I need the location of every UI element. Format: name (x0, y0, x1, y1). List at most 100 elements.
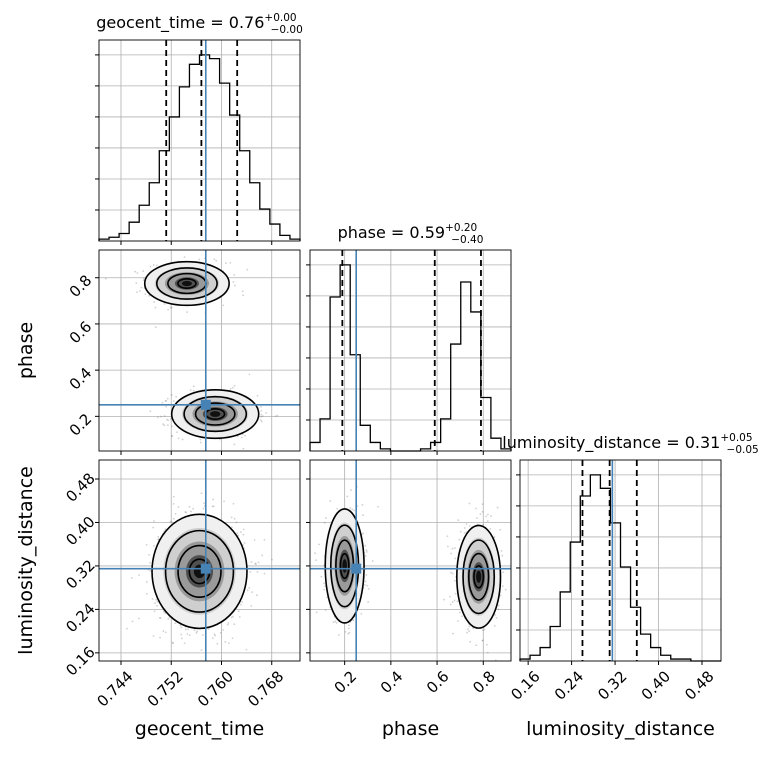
sample-point (233, 273, 236, 276)
y-axis-label-luminosity_distance: luminosity_distance (15, 466, 37, 655)
sample-point (344, 631, 347, 633)
sample-point (212, 637, 214, 640)
sample-point (148, 553, 151, 556)
sample-point (167, 618, 170, 620)
sample-point (323, 588, 326, 591)
contour-line (177, 544, 222, 598)
sample-point (199, 441, 202, 444)
sample-point (348, 631, 351, 634)
sample-point (198, 258, 201, 261)
contour-line (155, 267, 218, 300)
y-tick-label: 0.40 (62, 513, 98, 549)
sample-point (192, 389, 195, 392)
sample-point (159, 415, 162, 418)
sample-point (255, 563, 257, 565)
title-minus: −0.05 (727, 444, 759, 456)
sample-point (172, 400, 175, 402)
x-axis-label-phase: phase (382, 718, 439, 740)
panel-title-geocent_time: geocent_time = 0.76+0.00 −0.00 (96, 12, 303, 36)
sample-point (452, 632, 454, 635)
sample-point (154, 326, 157, 329)
hist-grid-geocent_time (99, 40, 300, 241)
sample-point (318, 543, 321, 546)
sample-point (152, 635, 155, 637)
sample-point (213, 258, 216, 261)
sample-point (250, 605, 253, 607)
sample-point (163, 415, 166, 417)
sample-point (195, 631, 198, 634)
x-tick-label: 0.6 (423, 667, 453, 697)
sample-point (335, 621, 338, 624)
hist-frame (519, 459, 722, 662)
sample-point (315, 611, 318, 614)
sample-point (172, 642, 175, 645)
sample-point (200, 649, 203, 652)
sample-point (144, 293, 147, 296)
sample-point (450, 571, 452, 574)
sample-point (131, 620, 134, 623)
sample-point (242, 294, 245, 297)
title-minus: −0.40 (451, 234, 483, 246)
sample-point (135, 282, 138, 284)
title-minus: −0.00 (271, 24, 303, 36)
y-tick-label: 0.2 (66, 410, 96, 440)
sample-point (276, 414, 279, 417)
sample-point (142, 270, 145, 273)
sample-point (157, 535, 160, 538)
sample-point (364, 555, 367, 557)
sample-point (365, 574, 368, 576)
sample-point (493, 624, 496, 627)
hist-frame (98, 39, 301, 242)
sample-point (242, 528, 245, 531)
sample-point (504, 588, 507, 591)
title-main: phase = 0.59 (338, 223, 445, 242)
sample-point (348, 627, 350, 630)
sample-point (171, 434, 173, 437)
sample-point (170, 394, 173, 396)
sample-point (451, 601, 454, 603)
sample-point (196, 630, 199, 633)
sample-point (231, 637, 234, 640)
sample-point (181, 438, 184, 441)
sample-point (171, 435, 173, 438)
sample-point (145, 543, 148, 546)
sample-point (481, 510, 484, 513)
sample-point (219, 631, 222, 634)
sample-point (364, 580, 367, 583)
sample-point (153, 610, 156, 613)
sample-point (165, 405, 167, 408)
sample-point (468, 502, 471, 505)
hist-panel-phase: phase = 0.59+0.20 −0.40 (306, 222, 512, 452)
sample-point (142, 279, 145, 282)
panel-2d-phase-luminosity_distance (309, 459, 512, 662)
sample-point (169, 306, 172, 309)
sample-point (475, 644, 478, 647)
sample-point (323, 521, 326, 524)
sample-point (501, 585, 504, 587)
contour-line (456, 524, 502, 629)
sample-point (176, 431, 178, 434)
sample-point (207, 628, 210, 630)
sample-point (177, 437, 180, 440)
sample-point (161, 401, 164, 404)
sample-point (371, 560, 374, 562)
panel-frame (98, 459, 301, 662)
contour-line (183, 395, 248, 433)
sample-point (363, 584, 366, 586)
sample-point (469, 640, 472, 643)
sample-point (257, 561, 260, 564)
sample-point (180, 633, 183, 636)
sample-point (446, 535, 449, 538)
sample-point (260, 413, 263, 416)
sample-point (227, 642, 230, 645)
x-tick-label: 0.752 (144, 667, 187, 710)
sample-point (164, 612, 167, 615)
sample-point (360, 612, 363, 615)
sample-point (232, 280, 235, 283)
sample-point (468, 625, 471, 628)
sample-point (172, 495, 175, 498)
y-tick-label: 0.4 (66, 364, 96, 394)
sample-point (230, 616, 233, 619)
sample-point (149, 410, 152, 413)
sample-point (365, 550, 368, 553)
